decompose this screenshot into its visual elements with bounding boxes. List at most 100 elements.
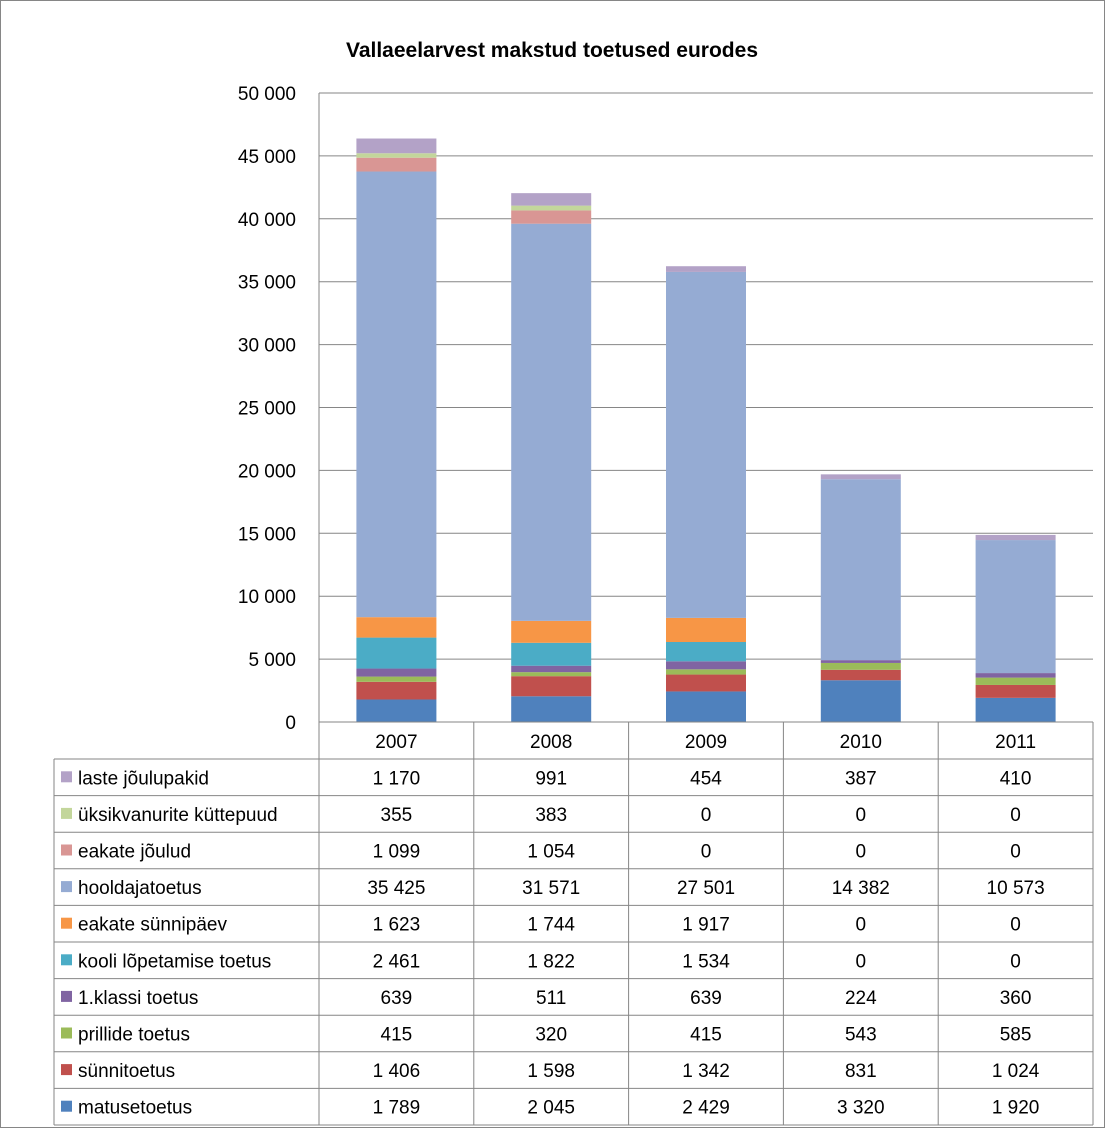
legend-label: hooldajatoetus — [78, 878, 202, 899]
bar-segment — [511, 665, 592, 673]
gridlines — [318, 92, 1093, 722]
bar-segment — [820, 662, 901, 670]
bar-segment — [356, 681, 437, 700]
bar-segment — [511, 642, 592, 666]
bar-segment — [356, 699, 437, 722]
data-label: 1 623 — [373, 915, 421, 936]
data-label: 585 — [1000, 1025, 1032, 1046]
data-label: 415 — [690, 1025, 722, 1046]
data-label: 2 461 — [373, 951, 421, 972]
legend-label: 1.klassi toetus — [78, 988, 198, 1009]
legend-label: kooli lõpetamise toetus — [78, 951, 271, 972]
data-label: 14 382 — [832, 878, 890, 899]
data-label: 0 — [701, 842, 712, 863]
y-tick-label: 45 000 — [238, 147, 296, 168]
bar-segment — [511, 696, 592, 722]
data-label: 1 406 — [373, 1061, 421, 1082]
bar-segment — [356, 676, 437, 682]
bar-segment — [511, 676, 592, 697]
bar-segment — [975, 677, 1056, 685]
y-tick-label: 5 000 — [248, 650, 296, 671]
bar-segment — [511, 205, 592, 211]
data-label: 0 — [701, 805, 712, 826]
bar-segment — [666, 674, 746, 692]
y-tick-label: 25 000 — [238, 399, 296, 420]
bar-segment — [666, 271, 746, 618]
bar-segment — [666, 642, 746, 662]
legend-swatch — [61, 954, 72, 966]
data-label: 31 571 — [522, 878, 580, 899]
y-tick-label: 40 000 — [238, 210, 296, 231]
legend-swatch — [61, 844, 72, 856]
legend-label: laste jõulupakid — [78, 768, 209, 789]
data-label: 387 — [845, 768, 877, 789]
data-label: 415 — [381, 1025, 413, 1046]
y-tick-label: 0 — [285, 713, 296, 734]
bar-segment — [666, 669, 746, 675]
data-label: 1 054 — [527, 842, 575, 863]
data-label: 383 — [535, 805, 567, 826]
bar-segment — [356, 171, 437, 618]
data-label: 543 — [845, 1025, 877, 1046]
y-tick-label: 30 000 — [238, 336, 296, 357]
bar-segment — [975, 697, 1056, 722]
bar-segment — [511, 193, 592, 206]
x-tick-label: 2011 — [995, 732, 1036, 753]
data-label: 991 — [535, 768, 567, 789]
bar-segment — [356, 138, 437, 154]
data-label: 1 342 — [682, 1061, 730, 1082]
legend-label: eakate sünnipäev — [78, 915, 227, 936]
bar-segment — [666, 266, 746, 272]
bar-segment — [511, 620, 592, 643]
legend-label: üksikvanurite küttepuud — [78, 805, 278, 826]
x-tick-label: 2007 — [375, 732, 417, 753]
data-label: 1 099 — [373, 842, 421, 863]
legend-label: eakate jõulud — [78, 842, 191, 863]
y-tick-label: 15 000 — [238, 524, 296, 545]
data-label: 27 501 — [677, 878, 735, 899]
data-table: 2007 2008 2009 2010 2011 laste jõulupakid 1 17… — [53, 721, 1094, 1126]
bar-segment — [356, 668, 437, 677]
bar-segment — [511, 672, 592, 677]
bar-segment — [356, 157, 437, 172]
data-label: 1 024 — [992, 1061, 1040, 1082]
bar-segment — [666, 691, 746, 722]
bar-segment — [356, 637, 437, 669]
data-label: 2 045 — [527, 1098, 575, 1119]
data-label: 3 320 — [837, 1098, 885, 1119]
data-label: 639 — [381, 988, 413, 1009]
bar-segment — [820, 669, 901, 681]
data-label: 0 — [1010, 915, 1021, 936]
chart-title: Vallaeelarvest makstud toetused eurodes — [346, 39, 758, 62]
bar-segment — [356, 153, 437, 158]
bar-segment — [666, 661, 746, 670]
y-tick-label: 20 000 — [238, 461, 296, 482]
data-label: 0 — [856, 951, 867, 972]
legend-label: prillide toetus — [78, 1025, 190, 1046]
data-label: 10 573 — [987, 878, 1045, 899]
data-label: 0 — [1010, 951, 1021, 972]
data-label: 35 425 — [367, 878, 425, 899]
data-label: 224 — [845, 988, 877, 1009]
data-label: 0 — [856, 915, 867, 936]
bar-segment — [356, 617, 437, 638]
legend-swatch — [61, 881, 72, 893]
legend-swatch — [61, 1064, 72, 1076]
bars — [356, 138, 1056, 722]
data-label: 0 — [1010, 805, 1021, 826]
data-label: 320 — [535, 1025, 567, 1046]
data-label: 639 — [690, 988, 722, 1009]
legend-swatch — [61, 771, 72, 783]
data-label: 831 — [845, 1061, 877, 1082]
data-label: 511 — [536, 988, 566, 1009]
data-label: 2 429 — [682, 1098, 730, 1119]
x-tick-label: 2010 — [840, 732, 882, 753]
data-label: 1 598 — [527, 1061, 575, 1082]
bar-segment — [975, 684, 1056, 698]
data-label: 1 744 — [527, 915, 575, 936]
data-label: 1 920 — [992, 1098, 1040, 1119]
data-label: 360 — [1000, 988, 1032, 1009]
data-label: 355 — [381, 805, 413, 826]
bar-segment — [820, 474, 901, 480]
bar-segment — [820, 680, 901, 722]
